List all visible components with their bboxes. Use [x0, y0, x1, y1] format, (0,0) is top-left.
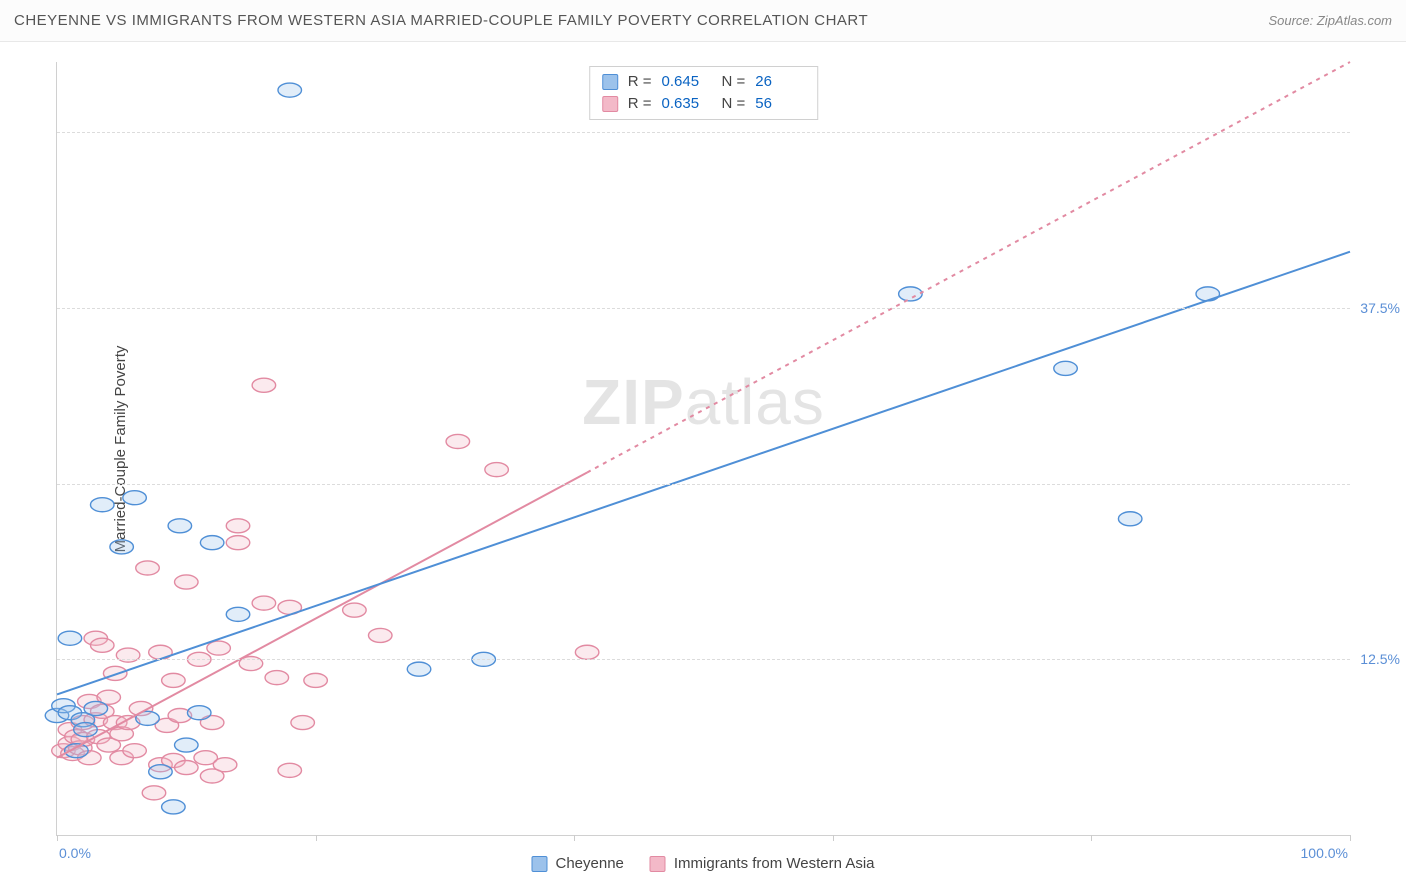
data-point — [200, 536, 224, 550]
r-value-immigrants: 0.635 — [662, 93, 712, 115]
n-label: N = — [722, 71, 746, 93]
source-label: Source: ZipAtlas.com — [1268, 13, 1392, 28]
data-point — [304, 673, 328, 687]
legend-item-immigrants: Immigrants from Western Asia — [650, 855, 875, 872]
x-tick-label-min: 0.0% — [59, 845, 91, 861]
x-tick-mark — [833, 835, 834, 841]
swatch-cheyenne — [531, 856, 547, 872]
data-point — [899, 287, 923, 301]
chart-title: CHEYENNE VS IMMIGRANTS FROM WESTERN ASIA… — [14, 12, 868, 29]
legend-correlation-box: R = 0.645 N = 26 R = 0.635 N = 56 — [589, 66, 819, 120]
data-point — [226, 519, 250, 533]
legend-label-immigrants: Immigrants from Western Asia — [674, 855, 875, 872]
y-tick-label: 12.5% — [1354, 651, 1400, 667]
data-point — [446, 434, 470, 448]
chart-container: Married-Couple Family Poverty ZIPatlas R… — [0, 42, 1406, 892]
legend-item-cheyenne: Cheyenne — [531, 855, 623, 872]
r-label: R = — [628, 71, 652, 93]
trend-line — [57, 472, 587, 757]
data-point — [90, 498, 114, 512]
data-point — [58, 631, 82, 645]
data-point — [278, 83, 302, 97]
data-point — [278, 763, 302, 777]
data-point — [74, 723, 98, 737]
x-tick-mark — [1091, 835, 1092, 841]
n-value-cheyenne: 26 — [755, 71, 805, 93]
gridline — [57, 132, 1350, 133]
data-point — [90, 638, 114, 652]
data-point — [407, 662, 431, 676]
x-tick-mark — [57, 835, 58, 841]
data-point — [1118, 512, 1142, 526]
data-point — [168, 519, 192, 533]
trend-line — [57, 252, 1350, 695]
gridline — [57, 659, 1350, 660]
gridline — [57, 484, 1350, 485]
n-value-immigrants: 56 — [755, 93, 805, 115]
data-point — [1196, 287, 1220, 301]
legend-label-cheyenne: Cheyenne — [555, 855, 623, 872]
x-tick-label-max: 100.0% — [1301, 845, 1348, 861]
data-point — [485, 463, 509, 477]
data-point — [368, 628, 392, 642]
data-point — [226, 607, 250, 621]
r-value-cheyenne: 0.645 — [662, 71, 712, 93]
data-point — [142, 786, 166, 800]
data-point — [575, 645, 599, 659]
data-point — [175, 738, 199, 752]
data-point — [162, 800, 186, 814]
y-tick-label: 37.5% — [1354, 300, 1400, 316]
plot-svg — [57, 62, 1350, 835]
data-point — [213, 758, 237, 772]
data-point — [343, 603, 367, 617]
n-label: N = — [722, 93, 746, 115]
gridline — [57, 308, 1350, 309]
data-point — [84, 701, 108, 715]
legend-series: Cheyenne Immigrants from Western Asia — [531, 855, 874, 872]
data-point — [187, 706, 211, 720]
data-point — [252, 378, 276, 392]
data-point — [226, 536, 250, 550]
legend-row-immigrants: R = 0.635 N = 56 — [602, 93, 806, 115]
data-point — [291, 716, 315, 730]
trend-line-extrapolated — [587, 62, 1350, 472]
data-point — [1054, 361, 1078, 375]
data-point — [136, 561, 160, 575]
x-tick-mark — [574, 835, 575, 841]
plot-area: Married-Couple Family Poverty ZIPatlas R… — [56, 62, 1350, 836]
data-point — [123, 491, 147, 505]
r-label: R = — [628, 93, 652, 115]
data-point — [110, 540, 134, 554]
data-point — [175, 575, 199, 589]
data-point — [162, 673, 186, 687]
x-tick-mark — [316, 835, 317, 841]
swatch-immigrants — [650, 856, 666, 872]
data-point — [265, 671, 289, 685]
data-point — [252, 596, 276, 610]
legend-row-cheyenne: R = 0.645 N = 26 — [602, 71, 806, 93]
x-tick-mark — [1350, 835, 1351, 841]
data-point — [149, 765, 173, 779]
data-point — [175, 761, 199, 775]
swatch-cheyenne — [602, 74, 618, 90]
data-point — [207, 641, 231, 655]
title-bar: CHEYENNE VS IMMIGRANTS FROM WESTERN ASIA… — [0, 0, 1406, 42]
data-point — [123, 744, 147, 758]
swatch-immigrants — [602, 96, 618, 112]
